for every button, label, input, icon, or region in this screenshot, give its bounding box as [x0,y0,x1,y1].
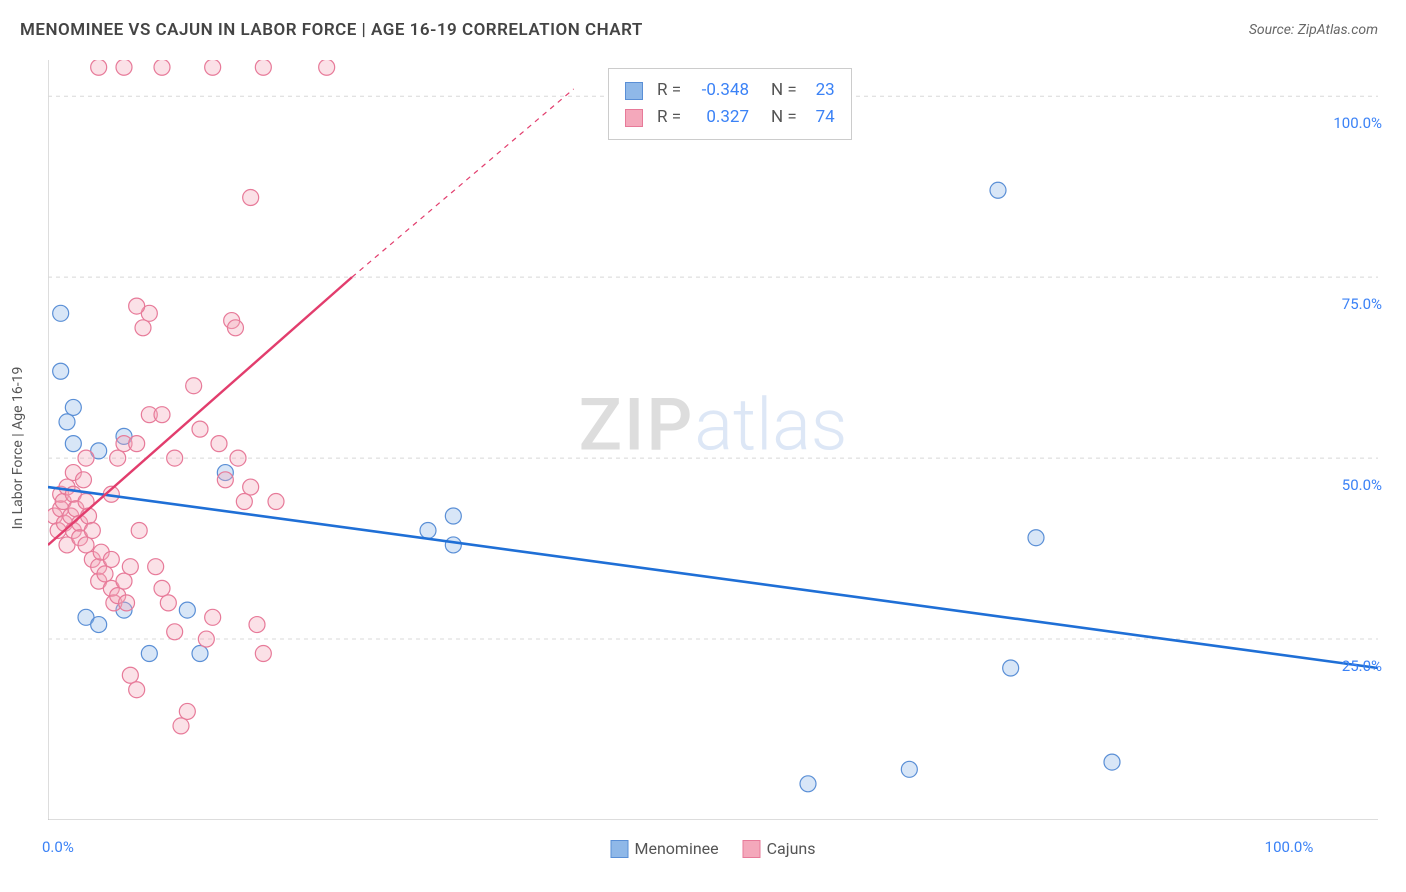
correlation-stats-box: R =-0.348N =23R =0.327N =74 [608,68,852,140]
data-point [122,559,138,575]
data-point [78,450,94,466]
legend-item: Menominee [611,839,719,858]
data-point [84,522,100,538]
chart-header: MENOMINEE VS CAJUN IN LABOR FORCE | AGE … [0,0,1406,50]
data-point [131,522,147,538]
data-point [65,436,81,452]
y-tick-label: 75.0% [1342,295,1382,313]
data-point [59,414,75,430]
data-point [167,450,183,466]
chart-title: MENOMINEE VS CAJUN IN LABOR FORCE | AGE … [20,20,643,40]
trend-line [48,487,1378,668]
data-point [91,617,107,633]
data-point [141,646,157,662]
chart-container: In Labor Force | Age 16-19 ZIPatlas R =-… [48,60,1378,820]
data-point [901,761,917,777]
data-point [129,682,145,698]
data-point [268,494,284,510]
data-point [1104,754,1120,770]
data-point [1003,660,1019,676]
data-point [53,363,69,379]
data-point [319,60,335,75]
data-point [148,559,164,575]
data-point [122,667,138,683]
trend-line [48,277,352,545]
series-swatch [625,82,643,100]
data-point [192,421,208,437]
data-point [65,399,81,415]
data-point [227,320,243,336]
data-point [53,305,69,321]
r-value: -0.348 [689,77,749,104]
data-point [420,522,436,538]
r-value: 0.327 [689,104,749,131]
trend-line-extension [352,89,574,277]
data-point [205,60,221,75]
data-point [243,479,259,495]
data-point [78,537,94,553]
data-point [154,60,170,75]
data-point [167,624,183,640]
data-point [205,609,221,625]
legend-item: Cajuns [743,839,816,858]
data-point [192,646,208,662]
data-point [154,407,170,423]
data-point [119,595,135,611]
x-tick-label: 100.0% [1265,838,1314,856]
data-point [116,573,132,589]
y-axis-label: In Labor Force | Age 16-19 [10,367,26,530]
data-point [211,436,227,452]
y-tick-label: 25.0% [1342,657,1382,675]
data-point [116,60,132,75]
data-point [110,450,126,466]
x-tick-label: 0.0% [42,838,74,856]
stats-row: R =0.327N =74 [625,104,835,131]
series-legend: Menominee Cajuns [611,839,816,858]
data-point [198,631,214,647]
y-tick-label: 100.0% [1333,114,1382,132]
series-swatch [611,840,629,858]
data-point [186,378,202,394]
data-point [445,537,461,553]
data-point [154,580,170,596]
n-value: 23 [805,77,835,104]
data-point [230,450,246,466]
data-point [160,595,176,611]
data-point [75,472,91,488]
series-swatch [743,840,761,858]
stats-row: R =-0.348N =23 [625,77,835,104]
data-point [990,182,1006,198]
data-point [255,60,271,75]
data-point [173,718,189,734]
data-point [91,60,107,75]
data-point [236,494,252,510]
data-point [97,566,113,582]
data-point [135,320,151,336]
scatter-plot [48,60,1378,820]
data-point [129,436,145,452]
data-point [243,190,259,206]
data-point [129,298,145,314]
data-point [179,602,195,618]
source-attribution: Source: ZipAtlas.com [1249,22,1378,38]
series-swatch [625,109,643,127]
data-point [255,646,271,662]
y-tick-label: 50.0% [1342,476,1382,494]
data-point [103,551,119,567]
data-point [800,776,816,792]
data-point [179,703,195,719]
data-point [217,472,233,488]
data-point [249,617,265,633]
data-point [445,508,461,524]
n-value: 74 [805,104,835,131]
data-point [1028,530,1044,546]
